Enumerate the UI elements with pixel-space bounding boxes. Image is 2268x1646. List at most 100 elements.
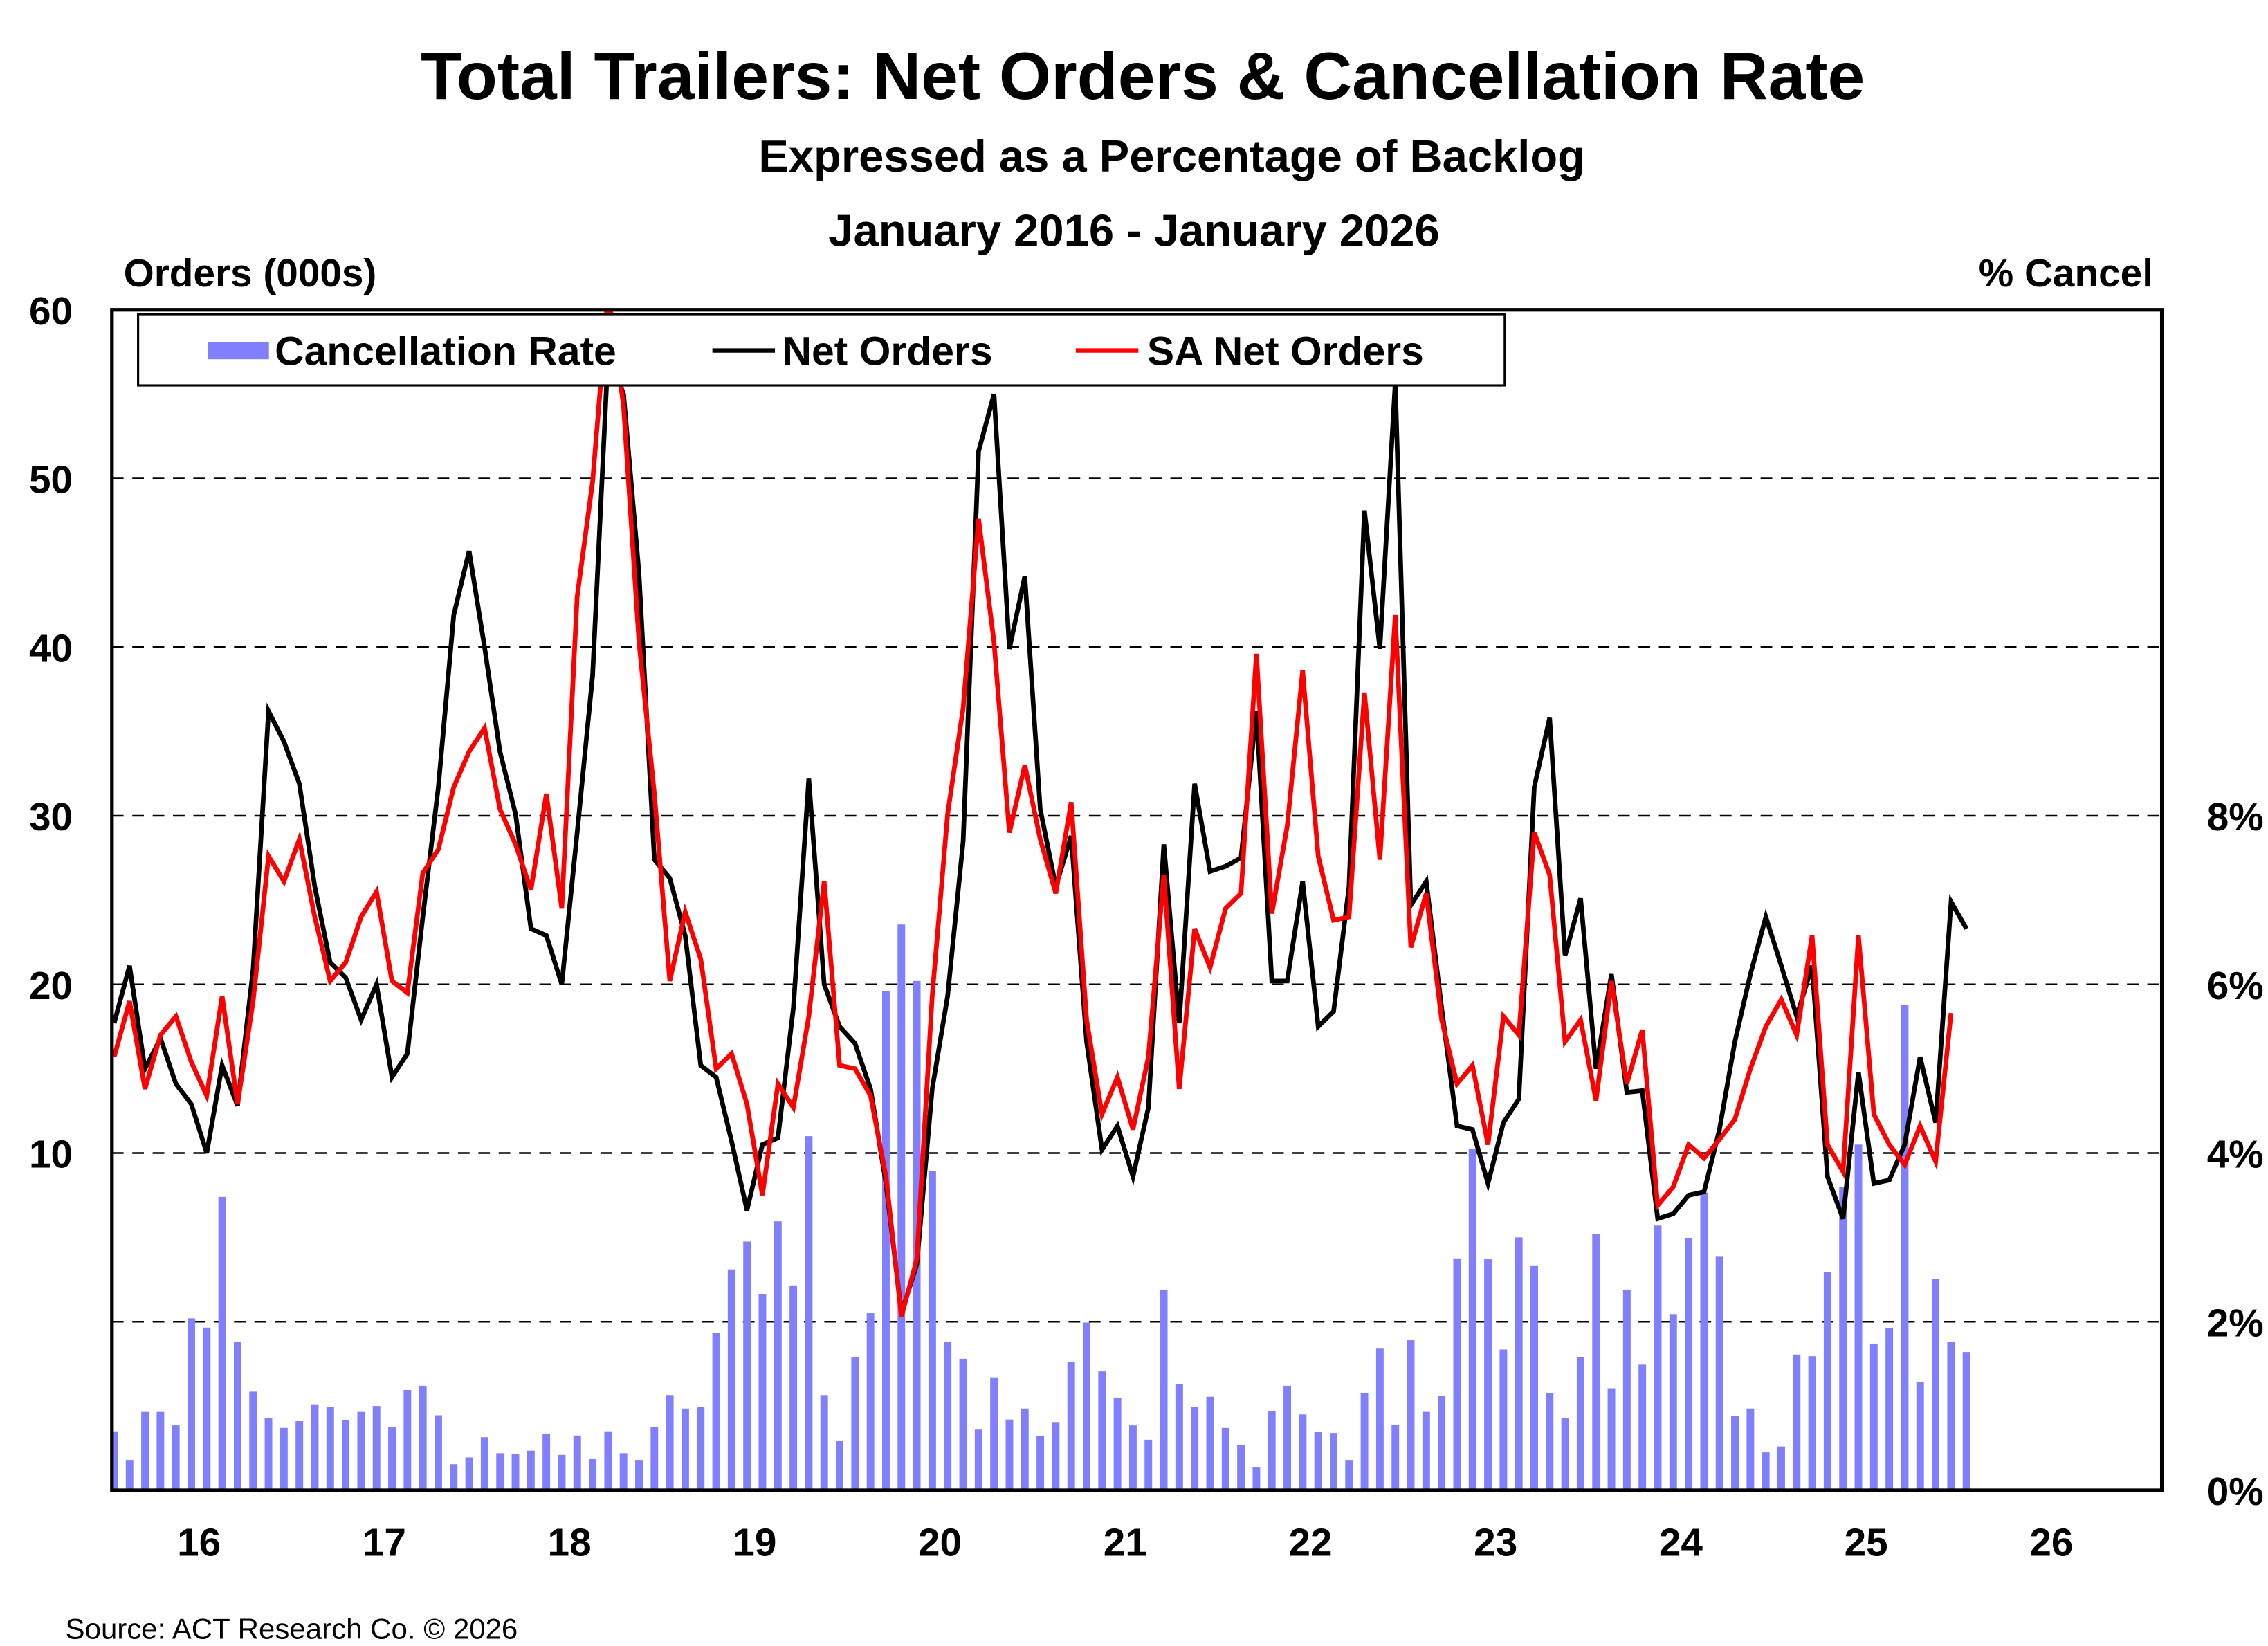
cancellation-bar <box>1206 1396 1214 1490</box>
cancellation-bar <box>1839 1187 1847 1490</box>
x-tick-label: 17 <box>363 1521 406 1565</box>
cancellation-bar <box>1622 1289 1631 1490</box>
cancellation-bar <box>1932 1279 1940 1490</box>
cancellation-bar <box>820 1395 828 1490</box>
plot-frame <box>110 308 2164 1492</box>
right-tick-label: 8% <box>2207 796 2264 839</box>
order-lines <box>111 309 1969 1317</box>
cancellation-bar <box>1515 1237 1523 1490</box>
cancellation-bar <box>650 1427 659 1490</box>
right-axis-label: % Cancel <box>1979 252 2153 295</box>
cancellation-bar <box>480 1437 488 1490</box>
cancellation-bar <box>1330 1433 1337 1490</box>
cancellation-bar <box>1654 1225 1662 1490</box>
cancellation-bar <box>1098 1371 1106 1490</box>
cancellation-bar <box>928 1171 936 1490</box>
x-tick-label: 20 <box>918 1521 962 1565</box>
cancellation-bar <box>188 1318 195 1490</box>
right-tick-label: 4% <box>2207 1133 2264 1177</box>
sa-net-orders-line <box>111 309 1954 1317</box>
cancellation-bar <box>1607 1388 1616 1490</box>
cancellation-bar <box>125 1460 134 1490</box>
right-tick-label: 2% <box>2207 1301 2264 1345</box>
cancellation-bar <box>1345 1460 1353 1490</box>
cancellation-bar <box>1685 1238 1693 1490</box>
cancellation-bar <box>311 1404 319 1490</box>
cancellation-bar <box>1299 1414 1307 1490</box>
cancellation-bar <box>959 1358 967 1490</box>
cancellation-bar <box>1762 1452 1770 1490</box>
cancellation-bar <box>1823 1272 1831 1490</box>
x-tick-label: 19 <box>733 1521 776 1565</box>
cancellation-bar <box>1422 1411 1430 1490</box>
cancellation-bar <box>1268 1411 1276 1490</box>
cancellation-bar <box>1128 1425 1137 1490</box>
cancellation-bar <box>1638 1364 1647 1490</box>
cancellation-bar <box>897 924 906 1490</box>
cancellation-bar <box>558 1454 566 1490</box>
source-note: Source: ACT Research Co. © 2026 <box>66 1612 518 1645</box>
cancellation-bar <box>1715 1256 1723 1490</box>
cancellation-bar <box>1083 1322 1090 1490</box>
legend-label-net-orders: Net Orders <box>782 329 992 374</box>
cancellation-bar <box>1746 1408 1755 1490</box>
cancellation-bar <box>496 1453 504 1490</box>
left-tick-label: 10 <box>29 1133 73 1177</box>
cancellation-bar <box>218 1196 226 1490</box>
cancellation-bar <box>1067 1362 1075 1490</box>
cancellation-bar <box>141 1411 149 1490</box>
cancellation-bar <box>681 1408 689 1490</box>
left-tick-label: 30 <box>29 796 73 839</box>
cancellation-bar <box>1561 1418 1569 1490</box>
cancellation-bar <box>573 1435 581 1490</box>
cancellation-bar <box>882 991 890 1490</box>
cancellation-bar <box>388 1427 396 1490</box>
cancellation-bar <box>1438 1396 1446 1490</box>
cancellation-bar <box>1391 1424 1400 1490</box>
left-tick-label: 60 <box>29 290 73 333</box>
x-tick-label: 22 <box>1288 1521 1332 1565</box>
cancellation-bar <box>1947 1342 1955 1490</box>
axis-ticks: 60 50 40 30 20 10 8% 6% 4% 2% 0% 16 17 18 19 20 21 22 23 24… <box>29 290 2264 1565</box>
cancellation-bar <box>249 1391 257 1490</box>
cancellation-bar <box>1052 1422 1060 1490</box>
cancellation-bar <box>511 1454 520 1490</box>
cancellation-bar <box>1160 1289 1168 1490</box>
cancellation-bar <box>1036 1436 1045 1490</box>
cancellation-bar <box>1221 1427 1229 1490</box>
x-tick-label: 24 <box>1659 1521 1703 1565</box>
cancellation-bar <box>403 1389 412 1490</box>
cancellation-bar <box>1191 1407 1199 1490</box>
x-tick-label: 26 <box>2029 1521 2073 1565</box>
legend-box <box>137 313 1506 387</box>
cancellation-bar <box>111 1431 118 1490</box>
cancellation-bar <box>1144 1439 1153 1490</box>
cancellation-bar <box>1546 1393 1554 1490</box>
cancellation-bar <box>1499 1349 1508 1490</box>
cancellation-bar <box>1252 1467 1261 1490</box>
cancellation-bar <box>944 1342 952 1490</box>
legend-label-sa-net-orders: SA Net Orders <box>1147 329 1424 374</box>
cancellation-bar <box>712 1333 720 1490</box>
x-tick-label: 18 <box>548 1521 592 1565</box>
cancellation-bar <box>465 1457 473 1490</box>
cancellation-bar <box>1175 1384 1183 1490</box>
cancellation-bar <box>1808 1356 1816 1490</box>
cancellation-bar <box>851 1357 859 1490</box>
cancellation-bar <box>1916 1382 1924 1490</box>
cancellation-bar <box>372 1406 381 1490</box>
cancellation-bar <box>635 1460 643 1490</box>
chart-subtitle: Expressed as a Percentage of Backlog <box>758 131 1585 181</box>
chart-title: Total Trailers: Net Orders & Cancellatio… <box>421 39 1865 113</box>
cancellation-bar <box>1375 1348 1384 1490</box>
cancellation-bar <box>1885 1328 1894 1490</box>
cancellation-bar <box>156 1411 165 1490</box>
cancellation-bar <box>974 1429 982 1490</box>
right-tick-label: 0% <box>2207 1470 2264 1514</box>
right-tick-label: 6% <box>2207 964 2264 1008</box>
cancellation-bar <box>697 1407 705 1490</box>
cancellation-bar <box>1901 1004 1909 1490</box>
cancellation-bar <box>233 1342 241 1490</box>
cancellation-bar <box>1700 1192 1708 1490</box>
